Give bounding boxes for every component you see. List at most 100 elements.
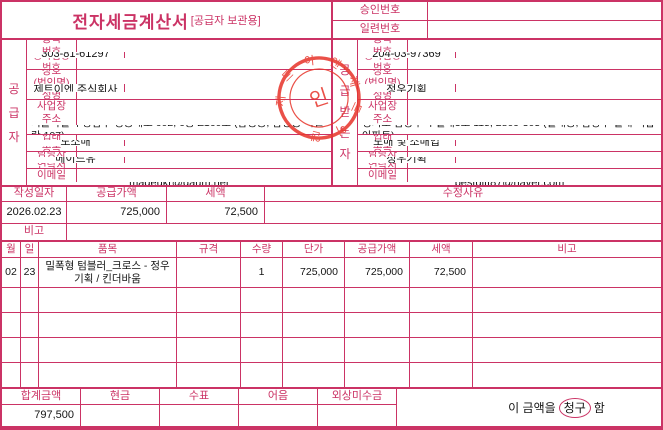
credit-value (318, 405, 396, 426)
total-amount-value: 797,500 (34, 408, 74, 421)
supplier-address-value: 서울특별시 강남구 영동대로 602, 6층 Z160호 (삼성동, 삼성동 미… (27, 125, 331, 134)
claim-suffix: 함 (593, 401, 605, 415)
col-supply: 공급가액 (345, 242, 410, 257)
item-unit-price: 725,000 (283, 258, 345, 287)
col-unit-price: 단가 (283, 242, 345, 257)
buyer-email-label: 이메일 (358, 169, 408, 182)
col-qty: 수량 (241, 242, 283, 257)
col-tax: 세액 (410, 242, 473, 257)
buyer-regno-row: 등록 번호 204-03-97369 종사업장 번호 (358, 40, 661, 70)
items-table: 월 일 품목 규격 수량 단가 공급가액 세액 비고 02 23 밀폭형 텀블러… (2, 242, 661, 389)
summary-value-row: 2026.02.23 725,000 72,500 (2, 202, 661, 224)
claim-word-circled: 청구 (558, 397, 591, 418)
item-qty: 1 (241, 258, 283, 287)
revision-reason-value (265, 202, 661, 223)
items-header-row: 월 일 품목 규격 수량 단가 공급가액 세액 비고 (2, 242, 661, 258)
cash-col: 현금 (81, 389, 160, 426)
buyer-address-value: 경기도 남양주시 별내3로 115, 2809-303 (별내동, 남양주 별내… (358, 125, 661, 134)
supplier-manager-row: 담당자 메이드유 연락처 1600-0739 (27, 152, 331, 169)
supplier-regno-label: 등록 번호 (27, 40, 77, 52)
supplier-email-label: 이메일 (27, 169, 77, 182)
invoice-title-sub: [공급자 보관용] (190, 15, 261, 27)
supplier-biztype-row: 업태 도소매 종목 전자상거래,... (27, 135, 331, 152)
buyer-regno-value: 204-03-97369 (358, 51, 456, 58)
note-label: 비고 (2, 224, 67, 240)
approval-number-value (428, 2, 661, 20)
buyer-company-row: 상호 (법인명) 정우기획 성명 이중진,이채경 (358, 70, 661, 100)
summary-header-row: 작성일자 공급가액 세액 수정사유 (2, 187, 661, 202)
bill-col: 어음 (239, 389, 318, 426)
tax-amount-value: 72,500 (167, 202, 265, 223)
buyer-company-label: 상호 (법인명) (358, 70, 408, 85)
supplier-company-label: 상호 (법인명) (27, 70, 77, 85)
date-label: 작성일자 (2, 187, 67, 201)
buyer-manager-label: 담당자 (358, 152, 408, 158)
tax-amount-label: 세액 (167, 187, 265, 201)
cash-value (81, 405, 159, 426)
date-value: 2026.02.23 (2, 202, 67, 223)
supplier-regno-value: 303-81-61297 (27, 51, 125, 58)
buyer-manager-value: 정우기획 (358, 157, 456, 163)
supplier-email-row: 이메일 madeukr@daum.net (27, 169, 331, 185)
claim-statement: 이 금액을 청구 함 (397, 389, 661, 426)
buyer-ceo-label: 성명 (358, 91, 408, 99)
supplier-address-label: 사업장 주소 (27, 100, 77, 126)
col-note: 비고 (557, 243, 577, 256)
item-name: 밀폭형 텀블러_크로스 - 정우기획 / 킨더바움 (39, 258, 177, 287)
total-amount-col: 합계금액 797,500 (2, 389, 81, 426)
buyer-band-label: 공 급 받 는 자 (333, 40, 358, 185)
credit-col: 외상미수금 (318, 389, 397, 426)
supplier-address-row: 사업장 주소 서울특별시 강남구 영동대로 602, 6층 Z160호 (삼성동… (27, 100, 331, 135)
supplier-band-label: 공 급 자 (2, 40, 27, 185)
supply-amount-value: 725,000 (67, 202, 167, 223)
serial-number-value (428, 21, 661, 38)
item-tax: 72,500 (410, 258, 473, 287)
serial-number-label: 일련번호 (333, 21, 428, 38)
supplier-biztype-label: 업태 (27, 135, 77, 141)
approval-number-row: 승인번호 (333, 2, 661, 21)
invoice-title: 전자세금계산서 [공급자 보관용] (2, 2, 333, 38)
col-month: 월 (2, 242, 21, 257)
supplier-company-row: 상호 (법인명) 제트이엔 주식회사 성명 김우성 (27, 70, 331, 100)
note-value (67, 224, 661, 240)
note-row: 비고 (2, 224, 661, 240)
buyer-subbiz-label: 종사업장 번호 (358, 57, 408, 69)
buyer-email-row: 이메일 bestgift87@naver.com (358, 169, 661, 185)
supplier-manager-label: 담당자 (27, 152, 77, 158)
approval-number-label: 승인번호 (333, 2, 428, 20)
buyer-regno-label: 등록 번호 (358, 40, 408, 52)
supplier-email-value: madeukr@daum.net (27, 182, 331, 185)
parties-section: 공 급 자 등록 번호 303-81-61297 종사업장 번호 상호 (법인명… (2, 40, 661, 187)
item-row-empty (2, 313, 661, 338)
claim-prefix: 이 금액을 (508, 401, 556, 415)
supply-amount-label: 공급가액 (67, 187, 167, 201)
check-value (160, 405, 238, 426)
supplier-regno-row: 등록 번호 303-81-61297 종사업장 번호 (27, 40, 331, 70)
item-row-empty (2, 288, 661, 313)
supplier-ceo-label: 성명 (27, 91, 77, 99)
item-note (473, 258, 661, 287)
item-row-empty (2, 363, 661, 387)
check-col: 수표 (160, 389, 239, 426)
check-label: 수표 (160, 389, 238, 405)
supplier-biztype-value: 도소매 (27, 140, 125, 146)
summary-section: 작성일자 공급가액 세액 수정사유 2026.02.23 725,000 72,… (2, 187, 661, 242)
cash-label: 현금 (81, 389, 159, 405)
item-row-empty (2, 338, 661, 363)
serial-number-row: 일련번호 (333, 21, 661, 38)
item-month: 02 (2, 258, 21, 287)
col-day: 일 (21, 242, 39, 257)
item-day: 23 (21, 258, 39, 287)
item-row: 02 23 밀폭형 텀블러_크로스 - 정우기획 / 킨더바움 1 725,00… (2, 258, 661, 288)
supplier-contact-label: 연락처 (27, 162, 77, 168)
item-spec (177, 258, 241, 287)
buyer-manager-row: 담당자 정우기획 연락처 (358, 152, 661, 169)
total-amount-label: 합계금액 (2, 389, 80, 405)
buyer-address-label: 사업장 주소 (358, 100, 408, 126)
bill-value (239, 405, 317, 426)
supplier-company-value: 제트이엔 주식회사 (27, 84, 125, 92)
supplier-subbiz-label: 종사업장 번호 (27, 57, 77, 69)
buyer-email-value: bestgift87@naver.com (358, 182, 661, 185)
revision-reason-label: 수정사유 (442, 187, 484, 200)
